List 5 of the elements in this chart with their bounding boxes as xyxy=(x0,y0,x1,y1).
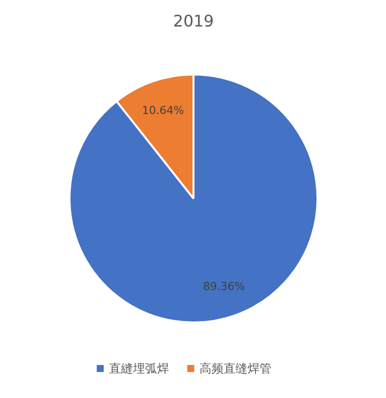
data-label: 89.36% xyxy=(203,280,245,293)
legend-label: 高频直缝焊管 xyxy=(199,362,272,376)
chart-title: 2019 xyxy=(173,12,214,30)
data-label: 10.64% xyxy=(142,104,184,118)
legend-label: 直縫埋弧焊 xyxy=(108,362,169,376)
